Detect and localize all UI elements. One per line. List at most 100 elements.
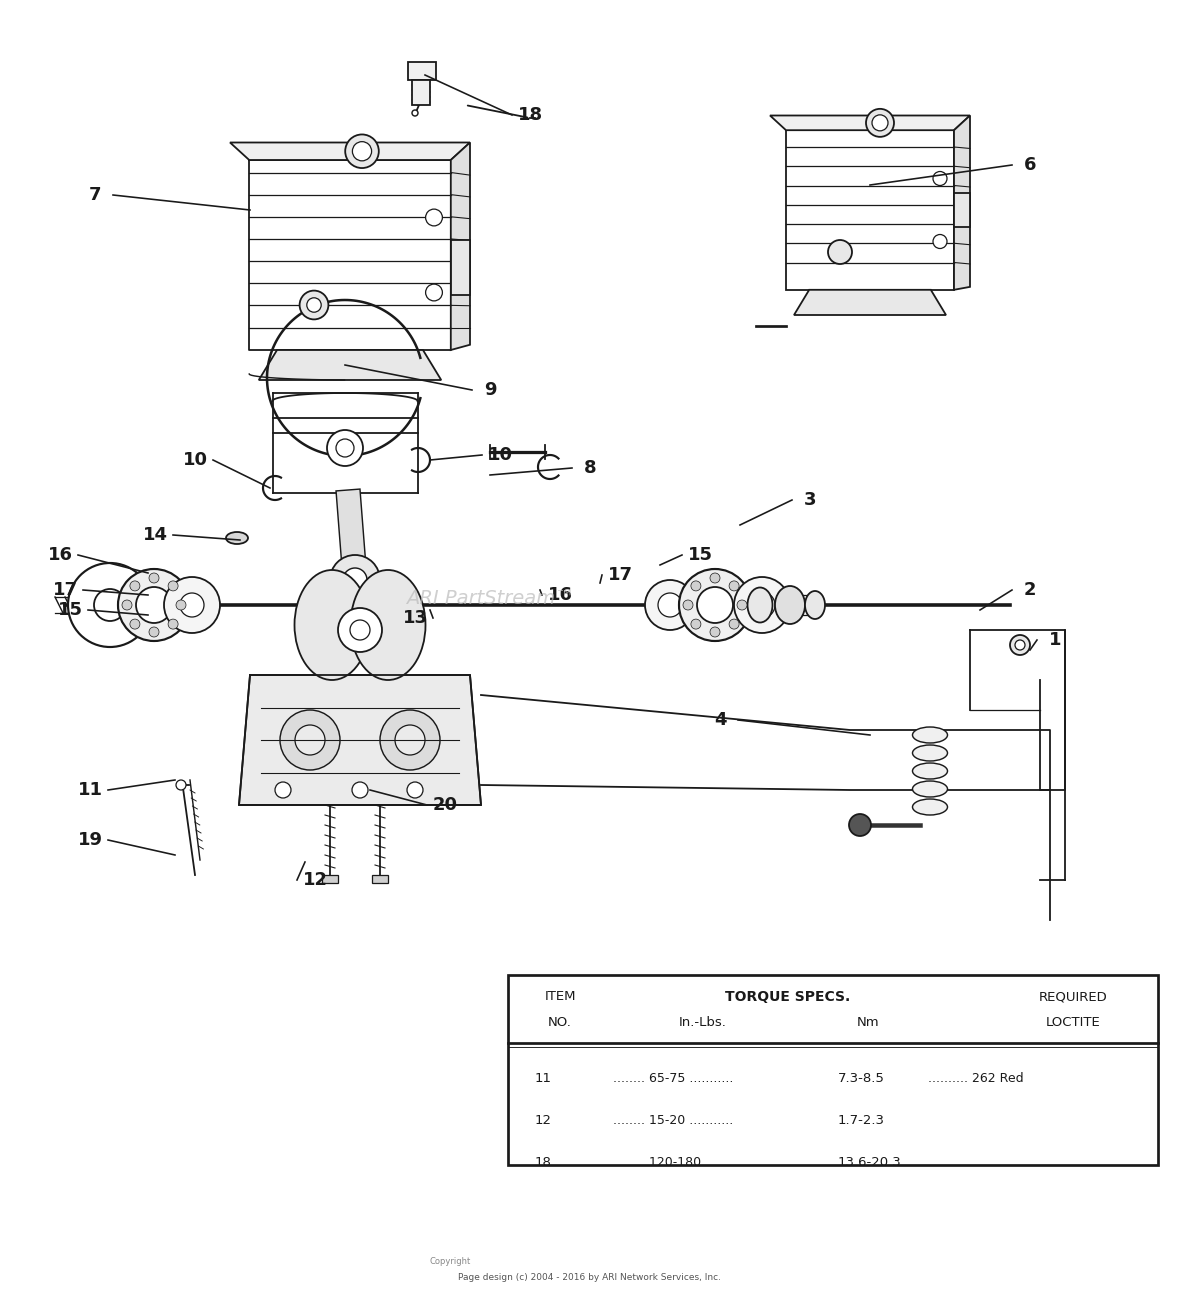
- Circle shape: [300, 291, 328, 320]
- Circle shape: [380, 710, 440, 770]
- Circle shape: [352, 783, 368, 798]
- Circle shape: [136, 588, 172, 623]
- Circle shape: [176, 601, 186, 610]
- Text: ITEM: ITEM: [544, 991, 576, 1004]
- Circle shape: [645, 580, 695, 630]
- Polygon shape: [230, 143, 470, 160]
- Text: 13: 13: [402, 608, 427, 627]
- Text: 9: 9: [484, 381, 497, 399]
- Circle shape: [307, 298, 321, 312]
- Circle shape: [336, 439, 354, 458]
- Circle shape: [933, 234, 948, 248]
- Text: ........ 120-180 ...........: ........ 120-180 ...........: [612, 1156, 749, 1169]
- Circle shape: [350, 620, 371, 640]
- Text: TORQUE SPECS.: TORQUE SPECS.: [726, 991, 851, 1004]
- Circle shape: [1015, 640, 1025, 650]
- Circle shape: [395, 725, 425, 755]
- Circle shape: [118, 569, 190, 641]
- Ellipse shape: [912, 800, 948, 815]
- Text: Copyright: Copyright: [430, 1257, 471, 1266]
- Text: NO.: NO.: [548, 1017, 572, 1030]
- Text: 12: 12: [302, 871, 328, 889]
- Text: 13.6-20.3: 13.6-20.3: [838, 1156, 902, 1169]
- Circle shape: [729, 581, 739, 592]
- Bar: [953, 194, 970, 226]
- Circle shape: [94, 589, 126, 621]
- Text: 19: 19: [78, 831, 103, 849]
- Bar: [786, 130, 953, 290]
- Circle shape: [327, 430, 363, 465]
- Circle shape: [168, 581, 178, 592]
- Circle shape: [275, 783, 291, 798]
- Text: 16: 16: [47, 546, 72, 564]
- Circle shape: [933, 172, 948, 186]
- Text: 8: 8: [584, 459, 596, 477]
- Text: ........ 65-75 ...........: ........ 65-75 ...........: [612, 1071, 734, 1084]
- Circle shape: [346, 134, 379, 168]
- Text: 7.3-8.5: 7.3-8.5: [838, 1071, 885, 1084]
- Ellipse shape: [747, 588, 773, 623]
- Text: 11: 11: [535, 1071, 551, 1084]
- Circle shape: [130, 619, 140, 629]
- Ellipse shape: [848, 814, 871, 836]
- Polygon shape: [451, 143, 470, 350]
- Text: 18: 18: [535, 1156, 551, 1169]
- Circle shape: [866, 109, 894, 136]
- Ellipse shape: [295, 569, 369, 680]
- Bar: [412, 81, 430, 105]
- Text: LOCTITE: LOCTITE: [1045, 1017, 1101, 1030]
- Circle shape: [426, 209, 442, 226]
- Text: 14: 14: [143, 526, 168, 543]
- Polygon shape: [258, 350, 441, 380]
- Circle shape: [68, 563, 152, 647]
- Text: 6: 6: [1024, 156, 1036, 174]
- Circle shape: [280, 710, 340, 770]
- Circle shape: [295, 725, 324, 755]
- Ellipse shape: [912, 781, 948, 797]
- Text: 18: 18: [518, 107, 543, 124]
- Circle shape: [337, 608, 382, 653]
- Text: 15: 15: [688, 546, 713, 564]
- Text: 12: 12: [535, 1114, 551, 1127]
- Circle shape: [149, 573, 159, 582]
- Ellipse shape: [227, 532, 248, 543]
- Bar: [451, 240, 470, 295]
- Circle shape: [168, 619, 178, 629]
- Circle shape: [426, 285, 442, 300]
- Circle shape: [343, 568, 367, 592]
- Circle shape: [710, 627, 720, 637]
- Polygon shape: [794, 290, 946, 315]
- Text: 11: 11: [78, 781, 103, 800]
- Circle shape: [734, 577, 789, 633]
- Circle shape: [330, 555, 380, 605]
- Circle shape: [176, 780, 186, 790]
- Text: 20: 20: [433, 796, 458, 814]
- Circle shape: [353, 142, 372, 161]
- Ellipse shape: [350, 569, 426, 680]
- Circle shape: [164, 577, 219, 633]
- Text: 3: 3: [804, 491, 817, 510]
- Text: 4: 4: [714, 711, 726, 729]
- Polygon shape: [240, 675, 481, 805]
- Circle shape: [872, 114, 889, 131]
- Text: .......... 262 Red: .......... 262 Red: [927, 1071, 1023, 1084]
- Text: Page design (c) 2004 - 2016 by ARI Network Services, Inc.: Page design (c) 2004 - 2016 by ARI Netwo…: [459, 1274, 721, 1283]
- Circle shape: [710, 573, 720, 582]
- Polygon shape: [771, 116, 970, 130]
- Ellipse shape: [775, 586, 805, 624]
- Text: 15: 15: [58, 601, 83, 619]
- Circle shape: [658, 593, 682, 618]
- Polygon shape: [953, 116, 970, 290]
- Text: 17: 17: [608, 566, 632, 584]
- Text: 17: 17: [52, 581, 78, 599]
- Text: REQUIRED: REQUIRED: [1038, 991, 1107, 1004]
- Bar: [322, 875, 337, 883]
- Bar: [408, 62, 435, 81]
- Circle shape: [1010, 634, 1030, 655]
- Circle shape: [407, 783, 422, 798]
- Text: 16: 16: [548, 586, 572, 605]
- Circle shape: [749, 592, 775, 618]
- Circle shape: [729, 619, 739, 629]
- Circle shape: [181, 593, 204, 618]
- Ellipse shape: [912, 727, 948, 744]
